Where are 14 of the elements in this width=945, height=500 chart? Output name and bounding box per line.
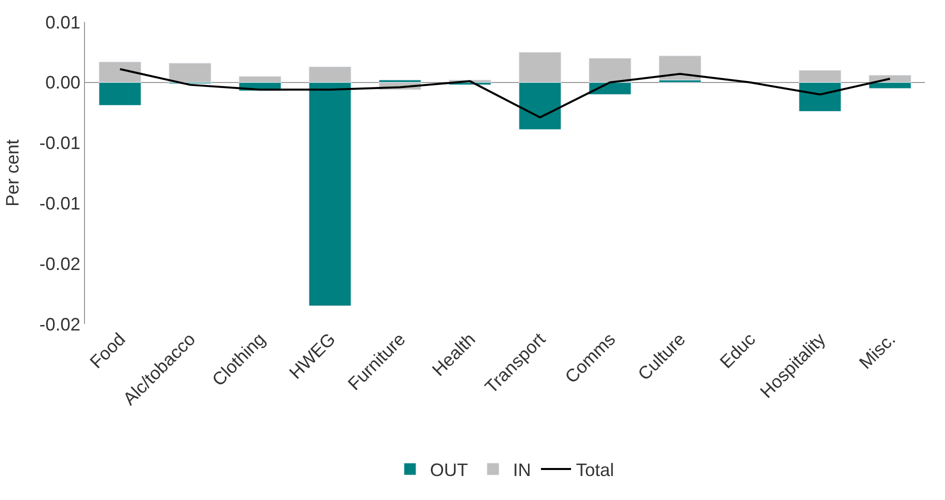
y-tick-label: 0.01 xyxy=(45,12,80,32)
legend-label: IN xyxy=(513,460,531,480)
y-tick-label: -0.02 xyxy=(39,254,80,274)
legend-label: OUT xyxy=(430,460,468,480)
y-axis-title: Per cent xyxy=(2,139,23,207)
line-series xyxy=(119,68,891,118)
y-tick-label: -0.01 xyxy=(39,194,80,214)
y-tick-label: -0.01 xyxy=(39,133,80,154)
y-tick-label: 0.00 xyxy=(45,72,80,93)
legend-label: Total xyxy=(576,460,614,480)
x-tick-label: Misc. xyxy=(855,329,900,373)
bar xyxy=(658,56,702,80)
y-tick-label: -0.02 xyxy=(39,314,80,334)
bar xyxy=(168,62,212,83)
